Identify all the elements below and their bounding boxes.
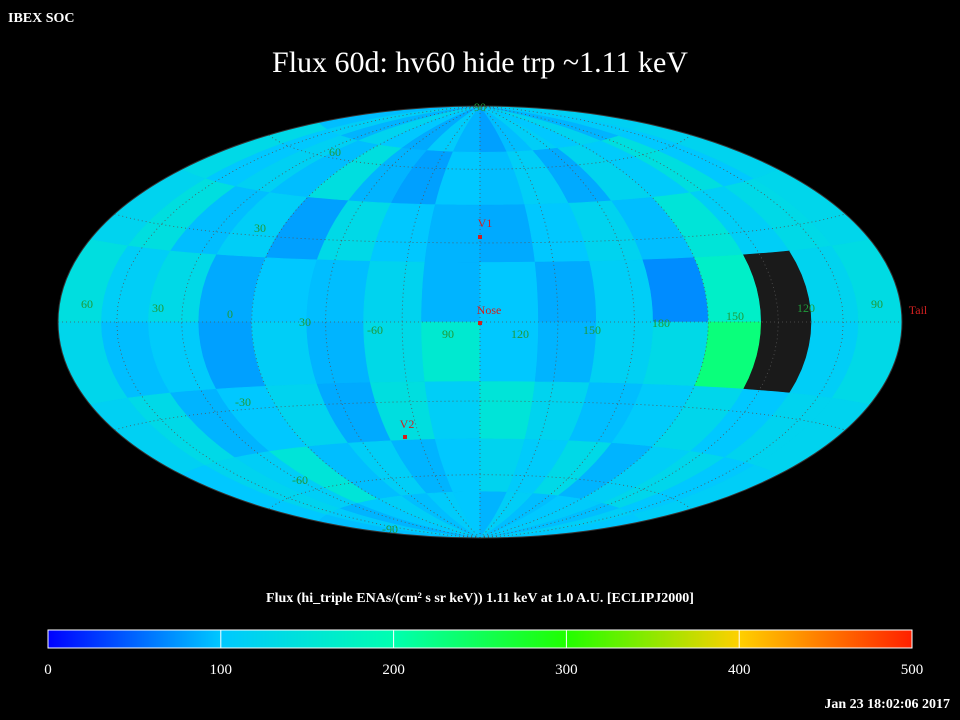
map-cell bbox=[306, 321, 371, 385]
colorbar-title: Flux (hi_triple ENAs/(cm² s sr keV)) 1.1… bbox=[266, 591, 694, 606]
lat-label: -30 bbox=[235, 395, 251, 409]
lat-label: 60 bbox=[329, 145, 341, 159]
colorbar-tick-label: 200 bbox=[382, 662, 405, 678]
meridian bbox=[251, 106, 481, 538]
marker-label: V1 bbox=[478, 216, 493, 230]
lat-label: 30 bbox=[254, 221, 266, 235]
lon-label: 60 bbox=[81, 297, 93, 311]
lon-label: 120 bbox=[797, 301, 815, 315]
map-cell bbox=[479, 321, 539, 383]
parallel bbox=[114, 213, 846, 244]
colorbar-tick-label: 100 bbox=[210, 662, 233, 678]
map-cell bbox=[534, 260, 597, 323]
marker-label: Tail bbox=[909, 303, 928, 317]
lon-label: 120 bbox=[511, 327, 529, 341]
parallel bbox=[268, 474, 692, 510]
marker-dot bbox=[403, 435, 407, 439]
sky-map bbox=[58, 106, 902, 538]
lon-label: -60 bbox=[367, 323, 383, 337]
map-cell bbox=[421, 261, 481, 323]
corner-label: IBEX SOC bbox=[8, 11, 75, 26]
marker-label: Nose bbox=[477, 303, 502, 317]
lat-label: -60 bbox=[292, 473, 308, 487]
map-cell bbox=[424, 204, 481, 263]
map-cell bbox=[589, 259, 654, 323]
map-cell bbox=[363, 260, 426, 323]
lat-label: 90 bbox=[474, 100, 486, 114]
meridian bbox=[479, 106, 844, 538]
lon-label: 150 bbox=[583, 323, 601, 337]
meridian bbox=[479, 106, 709, 538]
lon-label: 180 bbox=[652, 316, 670, 330]
marker-dot bbox=[478, 321, 482, 325]
marker-dot bbox=[478, 235, 482, 239]
chart-title: Flux 60d: hv60 hide trp ~1.11 keV bbox=[272, 46, 688, 79]
timestamp: Jan 23 18:02:06 2017 bbox=[824, 697, 950, 712]
parallel bbox=[114, 400, 846, 431]
colorbar-tick-label: 0 bbox=[44, 662, 52, 678]
colorbar-tick-label: 500 bbox=[901, 662, 924, 678]
lon-label: 150 bbox=[726, 309, 744, 323]
map-outline bbox=[57, 105, 903, 539]
colorbar-ticks: 0 100 200 300 400 500 bbox=[44, 630, 923, 678]
map-cell bbox=[831, 238, 902, 323]
colorbar-tick-label: 300 bbox=[555, 662, 578, 678]
colorbar-tick-label: 400 bbox=[728, 662, 751, 678]
marker-label: V2 bbox=[400, 417, 415, 431]
lon-label: 30 bbox=[152, 301, 164, 315]
colorbar bbox=[47, 629, 913, 649]
map-cell bbox=[424, 381, 481, 440]
lon-label: 90 bbox=[442, 327, 454, 341]
lon-label: 30 bbox=[299, 315, 311, 329]
map-cell bbox=[306, 259, 371, 323]
meridian bbox=[116, 106, 481, 538]
lon-label: 90 bbox=[871, 297, 883, 311]
graticule bbox=[58, 106, 902, 538]
lon-label: 0 bbox=[227, 307, 233, 321]
